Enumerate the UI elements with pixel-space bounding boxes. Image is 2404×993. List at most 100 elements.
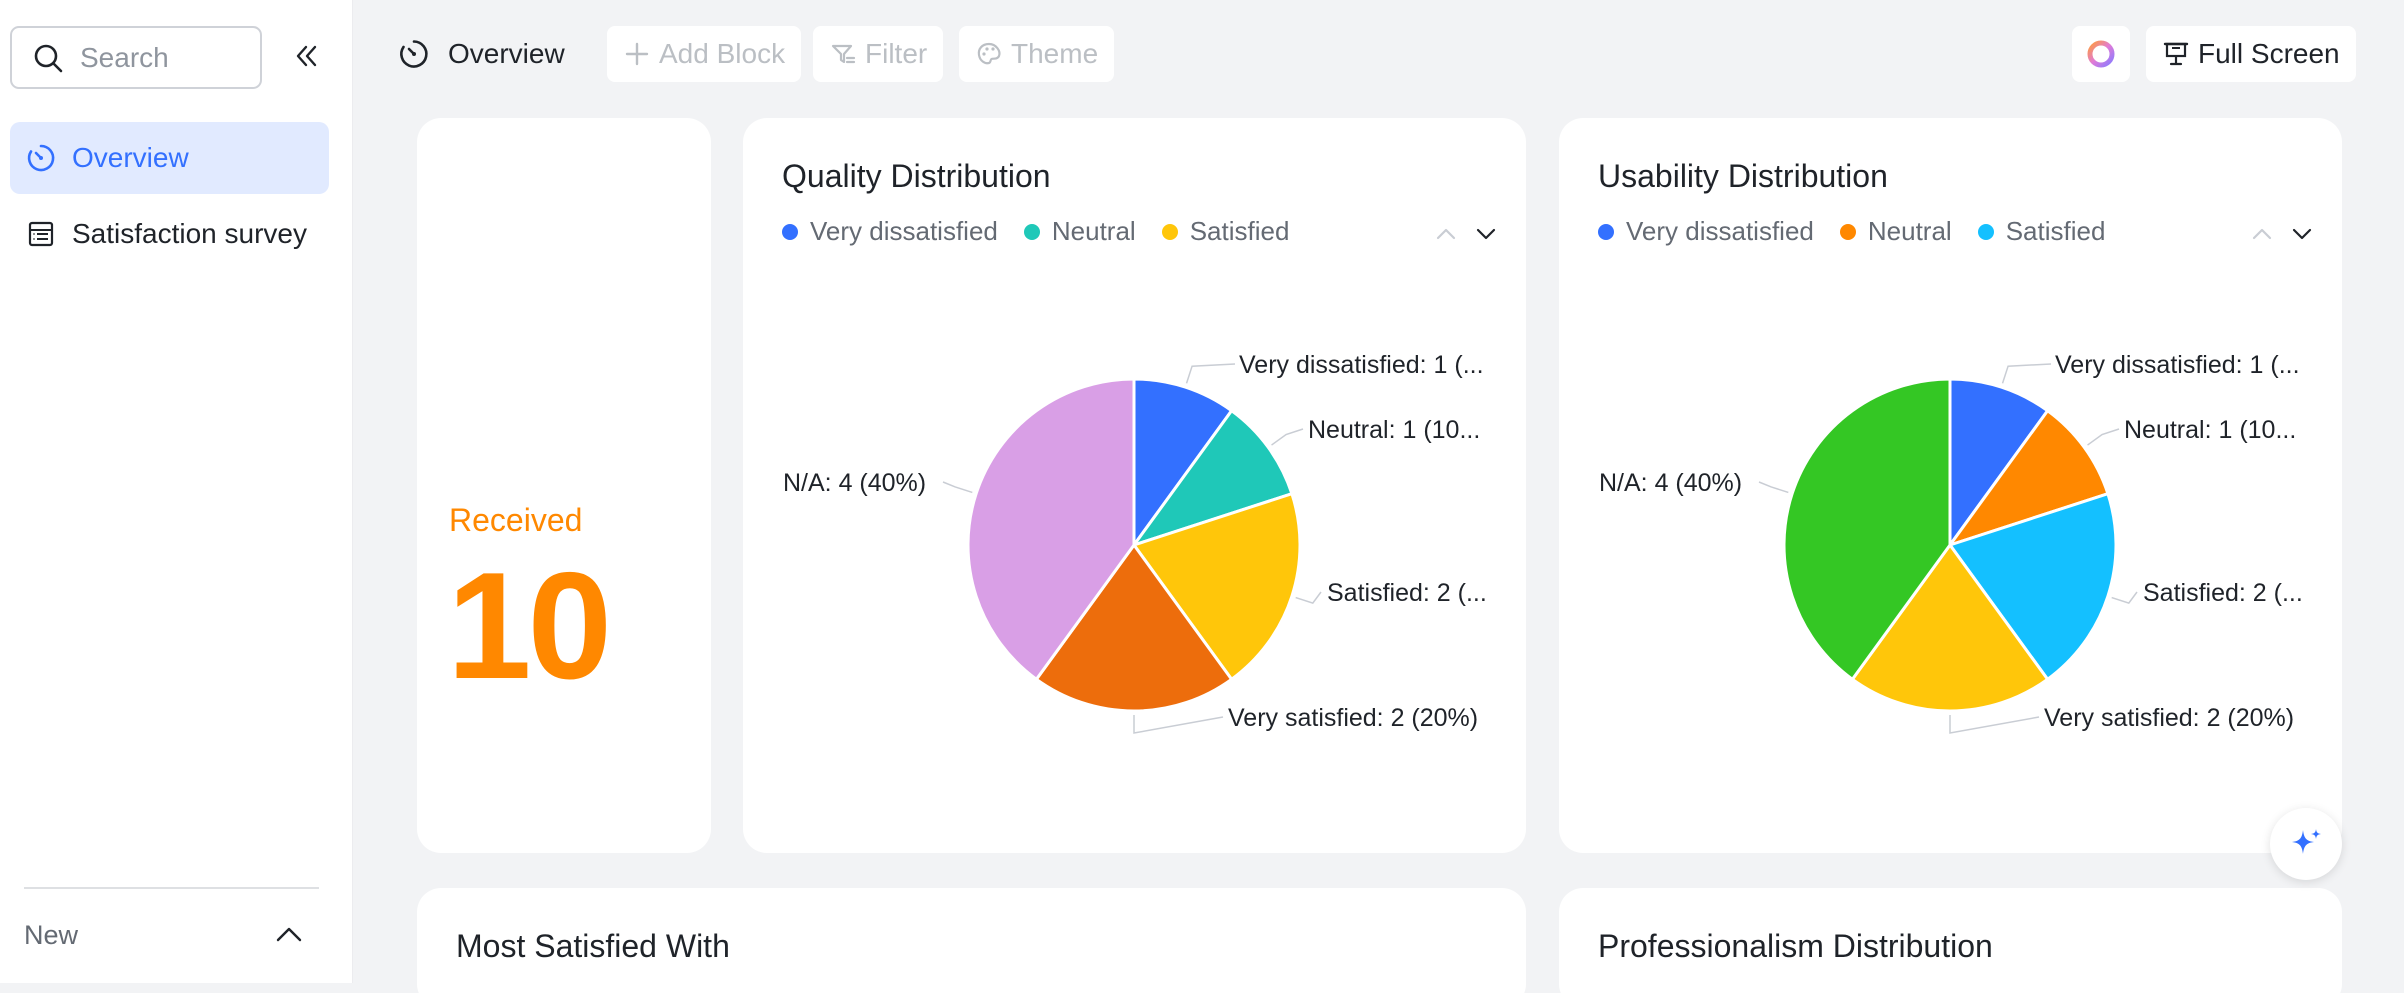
pie-slice-neutral[interactable]	[1946, 408, 2110, 548]
chart-legend: Very dissatisfied Neutral Satisfied	[1598, 216, 2131, 247]
plus-icon	[625, 42, 649, 66]
chart-title: Usability Distribution	[1598, 158, 1888, 194]
search-placeholder: Search	[80, 41, 169, 73]
add-block-label: Add Block	[659, 38, 786, 69]
pie-slice-very-satisfied[interactable]	[1034, 542, 1234, 713]
legend-label: Satisfied	[2005, 216, 2106, 246]
chart-title: Professionalism Distribution	[1598, 928, 1993, 964]
chevron-up-icon[interactable]	[1434, 222, 1458, 246]
legend-item[interactable]: Satisfied	[1977, 216, 2106, 247]
legend-label: Neutral	[1051, 216, 1136, 246]
pie-slice-neutral[interactable]	[1130, 408, 1294, 548]
leader-line	[942, 481, 973, 494]
legend-dot	[782, 223, 798, 240]
pie-slice-n-a[interactable]	[966, 377, 1136, 682]
legend-item[interactable]: Satisfied	[1161, 216, 1290, 247]
presentation-icon	[2163, 42, 2189, 66]
chart-title: Quality Distribution	[782, 158, 1051, 194]
sidebar-item-satisfaction-survey[interactable]: Satisfaction survey	[10, 198, 329, 270]
most-satisfied-card[interactable]: Most Satisfied With	[417, 888, 1526, 993]
label-satisfied: Satisfied: 2 (...	[1327, 579, 1487, 607]
legend-pager	[1434, 222, 1498, 246]
label-neutral: Neutral: 1 (10...	[2124, 416, 2296, 444]
sparkle-icon	[2292, 829, 2321, 854]
dashboard-icon	[400, 40, 428, 68]
add-block-button[interactable]: Add Block	[607, 26, 802, 82]
leader-line	[2001, 363, 2052, 384]
usability-distribution-card[interactable]: Usability Distribution Very dissatisfied…	[1559, 118, 2342, 853]
palette-icon	[977, 42, 1001, 65]
legend-label: Very dissatisfied	[1626, 216, 1814, 246]
legend-label: Satisfied	[1189, 216, 1290, 246]
filter-label: Filter	[865, 38, 928, 69]
new-label: New	[24, 919, 79, 950]
leader-line	[2087, 428, 2120, 446]
legend-dot	[1023, 223, 1040, 240]
quality-pie-chart: Very dissatisfied: 1 (... Neutral: 1 (10…	[783, 351, 1487, 734]
full-screen-label: Full Screen	[2198, 38, 2340, 69]
theme-label: Theme	[1011, 38, 1099, 69]
chart-legend: Very dissatisfied Neutral Satisfied	[782, 216, 1315, 247]
label-very-satisfied: Very satisfied: 2 (20%)	[2044, 704, 2294, 732]
leader-line	[2111, 591, 2138, 604]
legend-item[interactable]: Neutral	[1839, 216, 1952, 247]
leader-line	[1758, 481, 1789, 494]
leader-line	[1949, 715, 2040, 734]
pie-slice-very-dissatisfied[interactable]	[1948, 377, 2050, 550]
pie-slice-n-a[interactable]	[1782, 377, 1952, 682]
legend-dot	[1161, 223, 1178, 240]
pie-slice-satisfied[interactable]	[1131, 491, 1302, 682]
search-input[interactable]: Search	[10, 26, 262, 89]
leader-line	[1271, 428, 1304, 446]
chevron-up-icon[interactable]	[2250, 222, 2274, 246]
search-icon	[34, 44, 63, 72]
theme-button[interactable]: Theme	[959, 26, 1115, 82]
label-neutral: Neutral: 1 (10...	[1308, 416, 1480, 444]
filter-icon	[831, 44, 856, 64]
legend-label: Very dissatisfied	[810, 216, 998, 246]
pie-slice-very-satisfied[interactable]	[1850, 542, 2050, 713]
quality-distribution-card[interactable]: Quality Distribution Very dissatisfied N…	[743, 118, 1526, 853]
dashboard-icon	[27, 144, 55, 172]
ai-assistant-button[interactable]	[2072, 26, 2130, 82]
sidebar: Search Overview	[0, 0, 353, 983]
label-na: N/A: 4 (40%)	[783, 469, 926, 497]
label-very-satisfied: Very satisfied: 2 (20%)	[1228, 704, 1478, 732]
legend-item[interactable]: Very dissatisfied	[782, 216, 998, 247]
legend-pager	[2250, 222, 2314, 246]
legend-label: Neutral	[1867, 216, 1952, 246]
legend-dot	[1839, 223, 1856, 240]
new-section-toggle[interactable]: New	[24, 910, 304, 960]
legend-dot	[1977, 223, 1994, 240]
legend-item[interactable]: Neutral	[1023, 216, 1136, 247]
sidebar-divider	[24, 887, 319, 889]
full-screen-button[interactable]: Full Screen	[2146, 26, 2356, 82]
leader-line	[1295, 591, 1322, 604]
ai-sparkle-button[interactable]	[2270, 808, 2342, 880]
legend-dot	[1598, 223, 1614, 240]
chevron-down-icon[interactable]	[2290, 222, 2314, 246]
received-value: 10	[447, 541, 612, 711]
usability-pie-chart: Very dissatisfied: 1 (... Neutral: 1 (10…	[1599, 351, 2303, 734]
chevron-up-icon	[276, 927, 302, 942]
pie-slice-very-dissatisfied[interactable]	[1132, 377, 1234, 550]
chevron-down-icon[interactable]	[1474, 222, 1498, 246]
received-card[interactable]: Received 10	[417, 118, 711, 853]
received-label: Received	[449, 502, 583, 538]
legend-item[interactable]: Very dissatisfied	[1598, 216, 1814, 247]
ai-ring-icon	[2087, 40, 2115, 68]
sidebar-item-label: Satisfaction survey	[72, 218, 307, 249]
table-icon	[28, 221, 54, 247]
sidebar-item-overview[interactable]: Overview	[10, 122, 329, 194]
professionalism-distribution-card[interactable]: Professionalism Distribution	[1559, 888, 2342, 993]
label-very-dissatisfied: Very dissatisfied: 1 (...	[1239, 351, 1484, 379]
double-chevron-left-icon	[296, 45, 317, 67]
collapse-sidebar-button[interactable]	[288, 38, 324, 74]
chart-title: Most Satisfied With	[456, 928, 730, 964]
page-title-text: Overview	[448, 38, 565, 69]
label-satisfied: Satisfied: 2 (...	[2143, 579, 2303, 607]
pie-slice-satisfied[interactable]	[1947, 491, 2118, 682]
label-very-dissatisfied: Very dissatisfied: 1 (...	[2055, 351, 2300, 379]
filter-button[interactable]: Filter	[813, 26, 944, 82]
